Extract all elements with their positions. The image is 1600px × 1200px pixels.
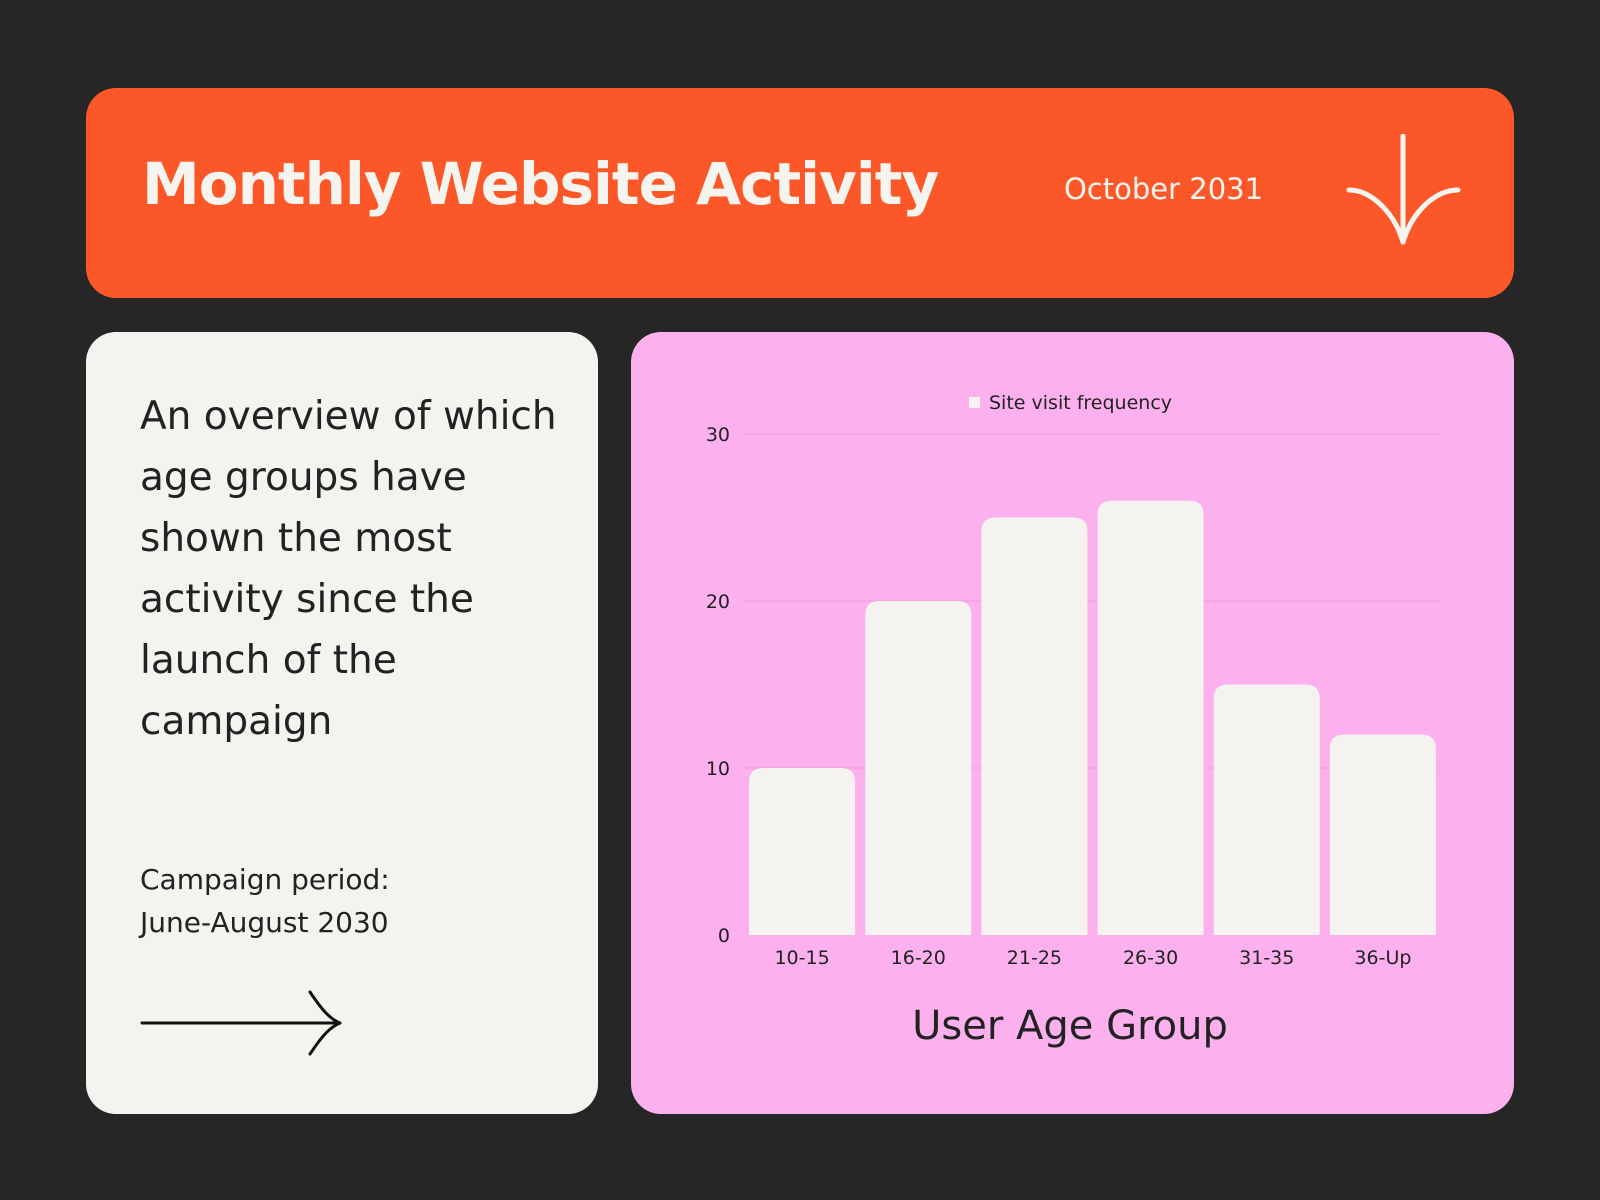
report-date: October 2031 [1064, 172, 1264, 206]
arrow-down-icon [1346, 134, 1461, 245]
bar-31-35 [1213, 684, 1320, 935]
y-axis-ticks: 0 10 20 30 [706, 424, 730, 947]
x-tick-label: 16-20 [891, 947, 946, 969]
legend-label: Site visit frequency [989, 392, 1172, 414]
bars [749, 500, 1436, 935]
x-axis-ticks: 10-15 16-20 21-25 26-30 31-35 36-Up [774, 947, 1411, 969]
x-tick-label: 31-35 [1239, 947, 1294, 969]
overview-card: An overview of which age groups have sho… [86, 332, 598, 1114]
y-tick-label: 10 [706, 758, 730, 780]
grid-lines [744, 433, 1441, 769]
campaign-period-value: June-August 2030 [140, 906, 389, 939]
x-tick-label: 10-15 [774, 947, 829, 969]
campaign-period-label: Campaign period: [140, 863, 390, 896]
arrow-right-icon [140, 990, 342, 1056]
header-banner: Monthly Website Activity October 2031 [86, 88, 1514, 298]
y-tick-label: 30 [706, 424, 730, 446]
bar-chart: 0 10 20 30 10-15 16-20 21-25 26-30 31-35 36-Up S… [706, 392, 1441, 1049]
overview-text: An overview of which age groups have sho… [140, 394, 557, 744]
bar-16-20 [865, 601, 972, 935]
legend: Site visit frequency [969, 392, 1172, 414]
chart-panel: 0 10 20 30 10-15 16-20 21-25 26-30 31-35 36-Up S… [631, 332, 1514, 1114]
y-tick-label: 20 [706, 591, 730, 613]
legend-swatch [969, 397, 980, 408]
x-axis-label: User Age Group [912, 1003, 1228, 1049]
bar-26-30 [1097, 500, 1204, 935]
x-tick-label: 21-25 [1007, 947, 1062, 969]
x-tick-label: 26-30 [1123, 947, 1178, 969]
y-tick-label: 0 [718, 925, 730, 947]
bar-36-Up [1329, 734, 1436, 935]
bar-21-25 [981, 517, 1088, 935]
bar-10-15 [749, 768, 856, 935]
page-title: Monthly Website Activity [142, 150, 939, 218]
campaign-period: Campaign period: June-August 2030 [140, 858, 390, 944]
x-tick-label: 36-Up [1354, 947, 1411, 969]
